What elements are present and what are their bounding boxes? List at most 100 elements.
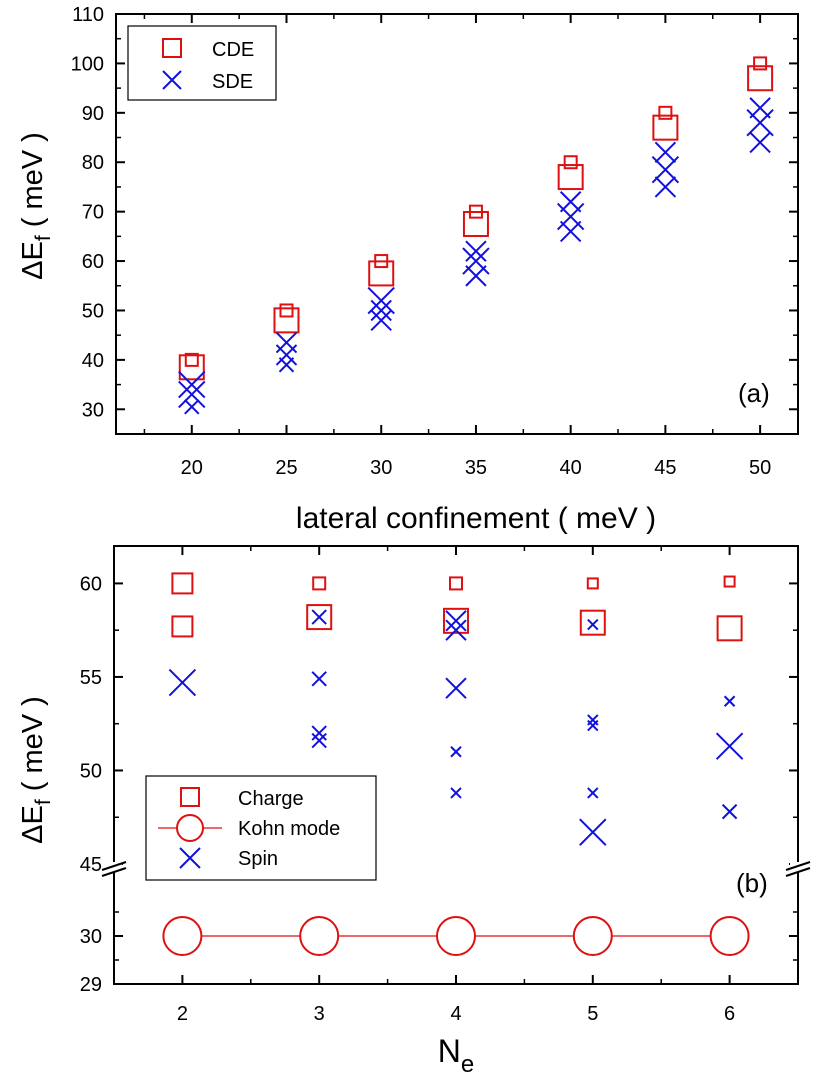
kohn-point <box>162 916 203 956</box>
spin-point <box>587 719 599 732</box>
spin-point <box>587 787 599 799</box>
sde-point <box>556 202 585 231</box>
cde-point <box>368 260 395 287</box>
y-tick-label: 110 <box>72 4 104 26</box>
sde-point <box>746 108 774 137</box>
sde-point <box>654 141 677 164</box>
spin-point <box>721 803 738 820</box>
spin-point <box>723 695 736 707</box>
y-tick-label: 45 <box>80 854 102 876</box>
cde-point <box>374 254 389 269</box>
sde-point <box>654 176 677 198</box>
charge-point <box>723 575 736 588</box>
spin-point <box>579 818 607 846</box>
sde-point <box>462 247 490 275</box>
kohn-point <box>572 916 613 956</box>
x-tick-label: 35 <box>465 457 487 479</box>
spin-point <box>168 668 197 697</box>
cde-point <box>753 56 768 71</box>
x-tick-label: 40 <box>560 457 582 479</box>
charge-point <box>449 576 463 591</box>
legend-cde-label: CDE <box>212 39 254 61</box>
cde-point <box>462 211 489 237</box>
x-tick-label: 6 <box>724 1003 735 1025</box>
cde-point <box>279 303 294 318</box>
sde-point <box>749 97 771 119</box>
y-tick-label: 30 <box>82 399 104 421</box>
charge-point <box>579 609 606 636</box>
panel-a-xlabel: lateral confinement ( meV ) <box>296 502 656 535</box>
sde-point <box>749 131 771 154</box>
spin-point <box>445 610 467 632</box>
legend-kohn-circle <box>176 814 204 842</box>
sde-point <box>275 344 298 366</box>
cde-point <box>468 204 483 219</box>
y-tick-label: 30 <box>80 926 102 948</box>
legend-sde-marker <box>162 70 182 90</box>
cde-point <box>658 105 673 120</box>
y-tick-label: 50 <box>82 300 104 322</box>
legend-charge-label: Charge <box>238 788 304 810</box>
cde-point <box>557 164 584 191</box>
charge-point <box>171 615 194 638</box>
kohn-point <box>436 916 476 956</box>
charge-point <box>312 576 327 591</box>
legend-spin-label: Spin <box>238 848 278 870</box>
y-tick-label: 55 <box>80 667 102 689</box>
charge-point <box>306 604 333 631</box>
sde-point <box>178 370 206 399</box>
cde-point <box>178 354 205 381</box>
y-tick-label: 40 <box>82 350 104 372</box>
kohn-point <box>299 916 340 956</box>
y-tick-label: 60 <box>80 573 102 595</box>
sde-point <box>184 399 200 415</box>
y-tick-label: 29 <box>80 974 102 996</box>
spin-point <box>311 609 327 625</box>
axis-break-left <box>101 861 127 877</box>
sde-point <box>465 265 487 287</box>
spin-point <box>311 725 327 741</box>
sde-point <box>367 286 395 315</box>
x-tick-label: 5 <box>587 1003 598 1025</box>
x-tick-label: 45 <box>654 457 676 479</box>
charge-point <box>443 607 469 634</box>
x-tick-label: 2 <box>177 1003 188 1025</box>
sde-point <box>275 331 298 354</box>
y-tick-label: 80 <box>82 152 104 174</box>
sde-point <box>178 380 206 409</box>
legend-charge-square <box>180 787 200 807</box>
panel-a-ticks: 20 25 30 35 40 45 50 30 40 50 60 70 80 90 100 110 <box>71 4 798 479</box>
panel-a: 20 25 30 35 40 45 50 30 40 50 60 70 80 90 100 110 CDE S… <box>17 4 799 535</box>
y-tick-label: 70 <box>82 202 104 224</box>
sde-point <box>465 240 487 262</box>
spin-point <box>715 732 744 760</box>
charge-point <box>716 615 743 642</box>
panel-b-xlabel: Ne <box>438 1033 474 1078</box>
panel-a-points <box>178 56 774 415</box>
x-tick-label: 50 <box>749 457 771 479</box>
legend-spin-cross <box>179 847 201 869</box>
charge-point <box>586 577 599 590</box>
legend-cde-marker <box>162 38 182 58</box>
panel-a-label: (a) <box>738 378 770 408</box>
y-tick-label: 100 <box>71 53 104 75</box>
x-tick-label: 25 <box>275 457 297 479</box>
sde-point <box>370 299 392 322</box>
charge-point <box>171 572 194 595</box>
cde-point <box>563 155 578 170</box>
legend-sde-label: SDE <box>212 71 253 93</box>
spin-point <box>450 746 462 758</box>
panel-a-frame <box>115 13 799 435</box>
panel-a-legend-box <box>127 25 277 101</box>
spin-point <box>450 787 462 799</box>
panel-a-ylabel: ΔEf ( meV ) <box>17 132 55 280</box>
sde-point <box>559 220 582 243</box>
legend-spin-marker <box>179 847 201 869</box>
spin-point <box>445 619 467 641</box>
sde-point <box>278 357 295 373</box>
x-tick-label: 4 <box>450 1003 461 1025</box>
spin-point <box>445 677 467 699</box>
legend-kohn-marker <box>158 814 222 842</box>
cde-point <box>184 352 199 367</box>
